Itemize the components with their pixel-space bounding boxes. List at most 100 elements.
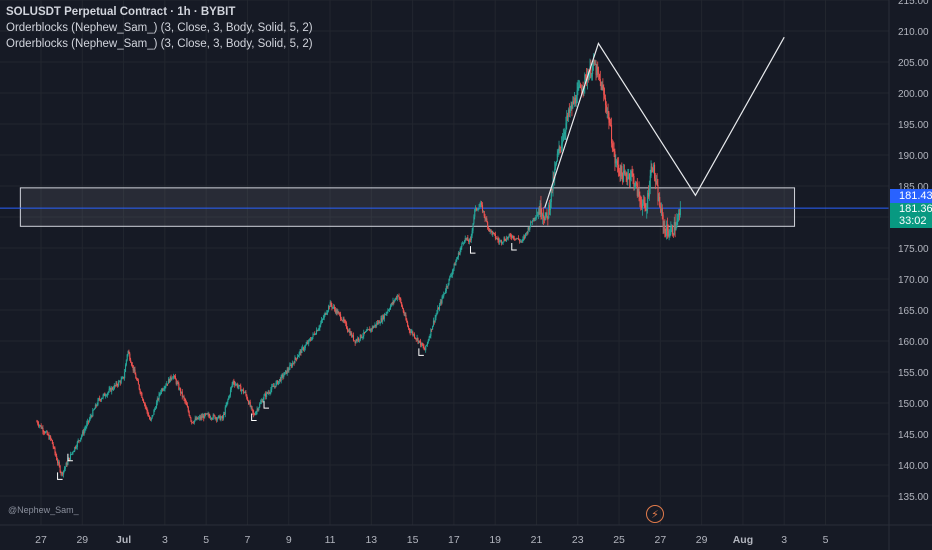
candle-body xyxy=(660,207,662,213)
candle-body xyxy=(380,318,382,323)
candle-body xyxy=(295,357,297,359)
candle-body xyxy=(255,411,257,415)
candle-body xyxy=(123,376,125,379)
candle-body xyxy=(631,171,633,174)
candle-body xyxy=(144,403,146,407)
candle-body xyxy=(344,321,346,323)
candle-body xyxy=(381,318,383,322)
candle-body xyxy=(504,238,506,241)
indicator-legend-2[interactable]: Orderblocks (Nephew_Sam_) (3, Close, 3, … xyxy=(6,38,313,50)
symbol-title[interactable]: SOLUSDT Perpetual Contract · 1h · BYBIT xyxy=(6,6,236,18)
candle-body xyxy=(520,240,522,242)
candle-body xyxy=(101,397,103,399)
candle-body xyxy=(487,227,490,229)
candle-body xyxy=(80,437,82,441)
candle-body xyxy=(149,419,152,421)
candle-body xyxy=(191,420,193,423)
candle-body xyxy=(557,151,559,154)
candle-body xyxy=(640,199,642,205)
candle-body xyxy=(477,209,479,211)
candle-body xyxy=(247,398,249,401)
candle-body xyxy=(440,301,442,303)
candle-body xyxy=(165,385,167,387)
candle-body xyxy=(547,216,549,219)
candle-body xyxy=(402,308,404,313)
lightning-icon[interactable]: ⚡ xyxy=(646,505,664,523)
candle-body xyxy=(498,240,500,242)
candle-body xyxy=(257,409,259,410)
candle-body xyxy=(459,249,461,255)
candle-body xyxy=(564,131,566,135)
candle-body xyxy=(343,318,345,322)
candle-body xyxy=(226,401,228,406)
candle-body xyxy=(309,339,311,341)
candle-body xyxy=(430,329,432,336)
candle-body xyxy=(229,395,231,397)
time-tick-label: 23 xyxy=(572,534,584,546)
candle-body xyxy=(235,384,238,385)
candle-body xyxy=(607,111,609,113)
candle-body xyxy=(304,345,306,349)
indicator-legend-1[interactable]: Orderblocks (Nephew_Sam_) (3, Close, 3, … xyxy=(6,22,313,34)
candle-body xyxy=(622,173,624,182)
candle-body xyxy=(107,391,109,394)
candle-body xyxy=(199,416,201,419)
candle-body xyxy=(427,340,429,343)
candle-body xyxy=(372,326,374,328)
candle-body xyxy=(299,350,301,353)
candle-body xyxy=(124,371,126,379)
candle-body xyxy=(562,135,564,142)
candle-body xyxy=(291,363,293,367)
candle-body xyxy=(95,404,97,406)
price-tick-label: 135.00 xyxy=(898,492,929,503)
candle-body xyxy=(278,379,281,382)
candle-body xyxy=(341,320,343,321)
projection-layer[interactable] xyxy=(544,36,785,208)
candle-body xyxy=(346,328,349,331)
candle-body xyxy=(655,180,657,182)
candle-body xyxy=(103,393,105,396)
candle-body xyxy=(312,334,314,337)
candle-body xyxy=(667,230,669,236)
candle-body xyxy=(340,314,342,319)
time-tick-label: 3 xyxy=(162,534,168,546)
time-tick-label: 17 xyxy=(448,534,460,546)
candle-body xyxy=(617,164,619,171)
candle-body xyxy=(392,300,394,304)
candle-body xyxy=(311,336,313,340)
projection-path-line[interactable] xyxy=(544,36,785,208)
candle-body xyxy=(417,337,419,343)
candle-body xyxy=(100,398,102,401)
candle-body xyxy=(58,462,60,466)
time-tick-label: 13 xyxy=(365,534,377,546)
candle-body xyxy=(346,323,348,329)
candle-body xyxy=(578,86,580,88)
candle-body xyxy=(128,351,130,354)
level-price-tag: 181.43 xyxy=(890,189,932,203)
candle-body xyxy=(211,418,213,420)
candle-body xyxy=(56,456,58,461)
candle-body xyxy=(332,307,334,308)
candle-body xyxy=(418,340,420,343)
candle-body xyxy=(523,236,525,239)
candle-body xyxy=(658,196,660,201)
candle-body xyxy=(334,309,336,313)
candle-body xyxy=(73,450,75,453)
candle-body xyxy=(361,337,363,339)
candle-body xyxy=(147,411,149,416)
candle-body xyxy=(124,364,127,372)
candle-body xyxy=(606,111,608,113)
candle-body xyxy=(82,431,84,434)
candle-body xyxy=(525,232,527,234)
candle-body xyxy=(202,415,204,418)
candle-body xyxy=(479,205,481,207)
candle-body xyxy=(170,376,172,379)
candle-body xyxy=(169,376,171,383)
candle-body xyxy=(164,386,166,389)
candle-body xyxy=(94,404,96,409)
candle-body xyxy=(167,379,170,384)
candle-body xyxy=(618,170,620,172)
candle-body xyxy=(298,352,300,356)
candle-body xyxy=(44,431,47,434)
